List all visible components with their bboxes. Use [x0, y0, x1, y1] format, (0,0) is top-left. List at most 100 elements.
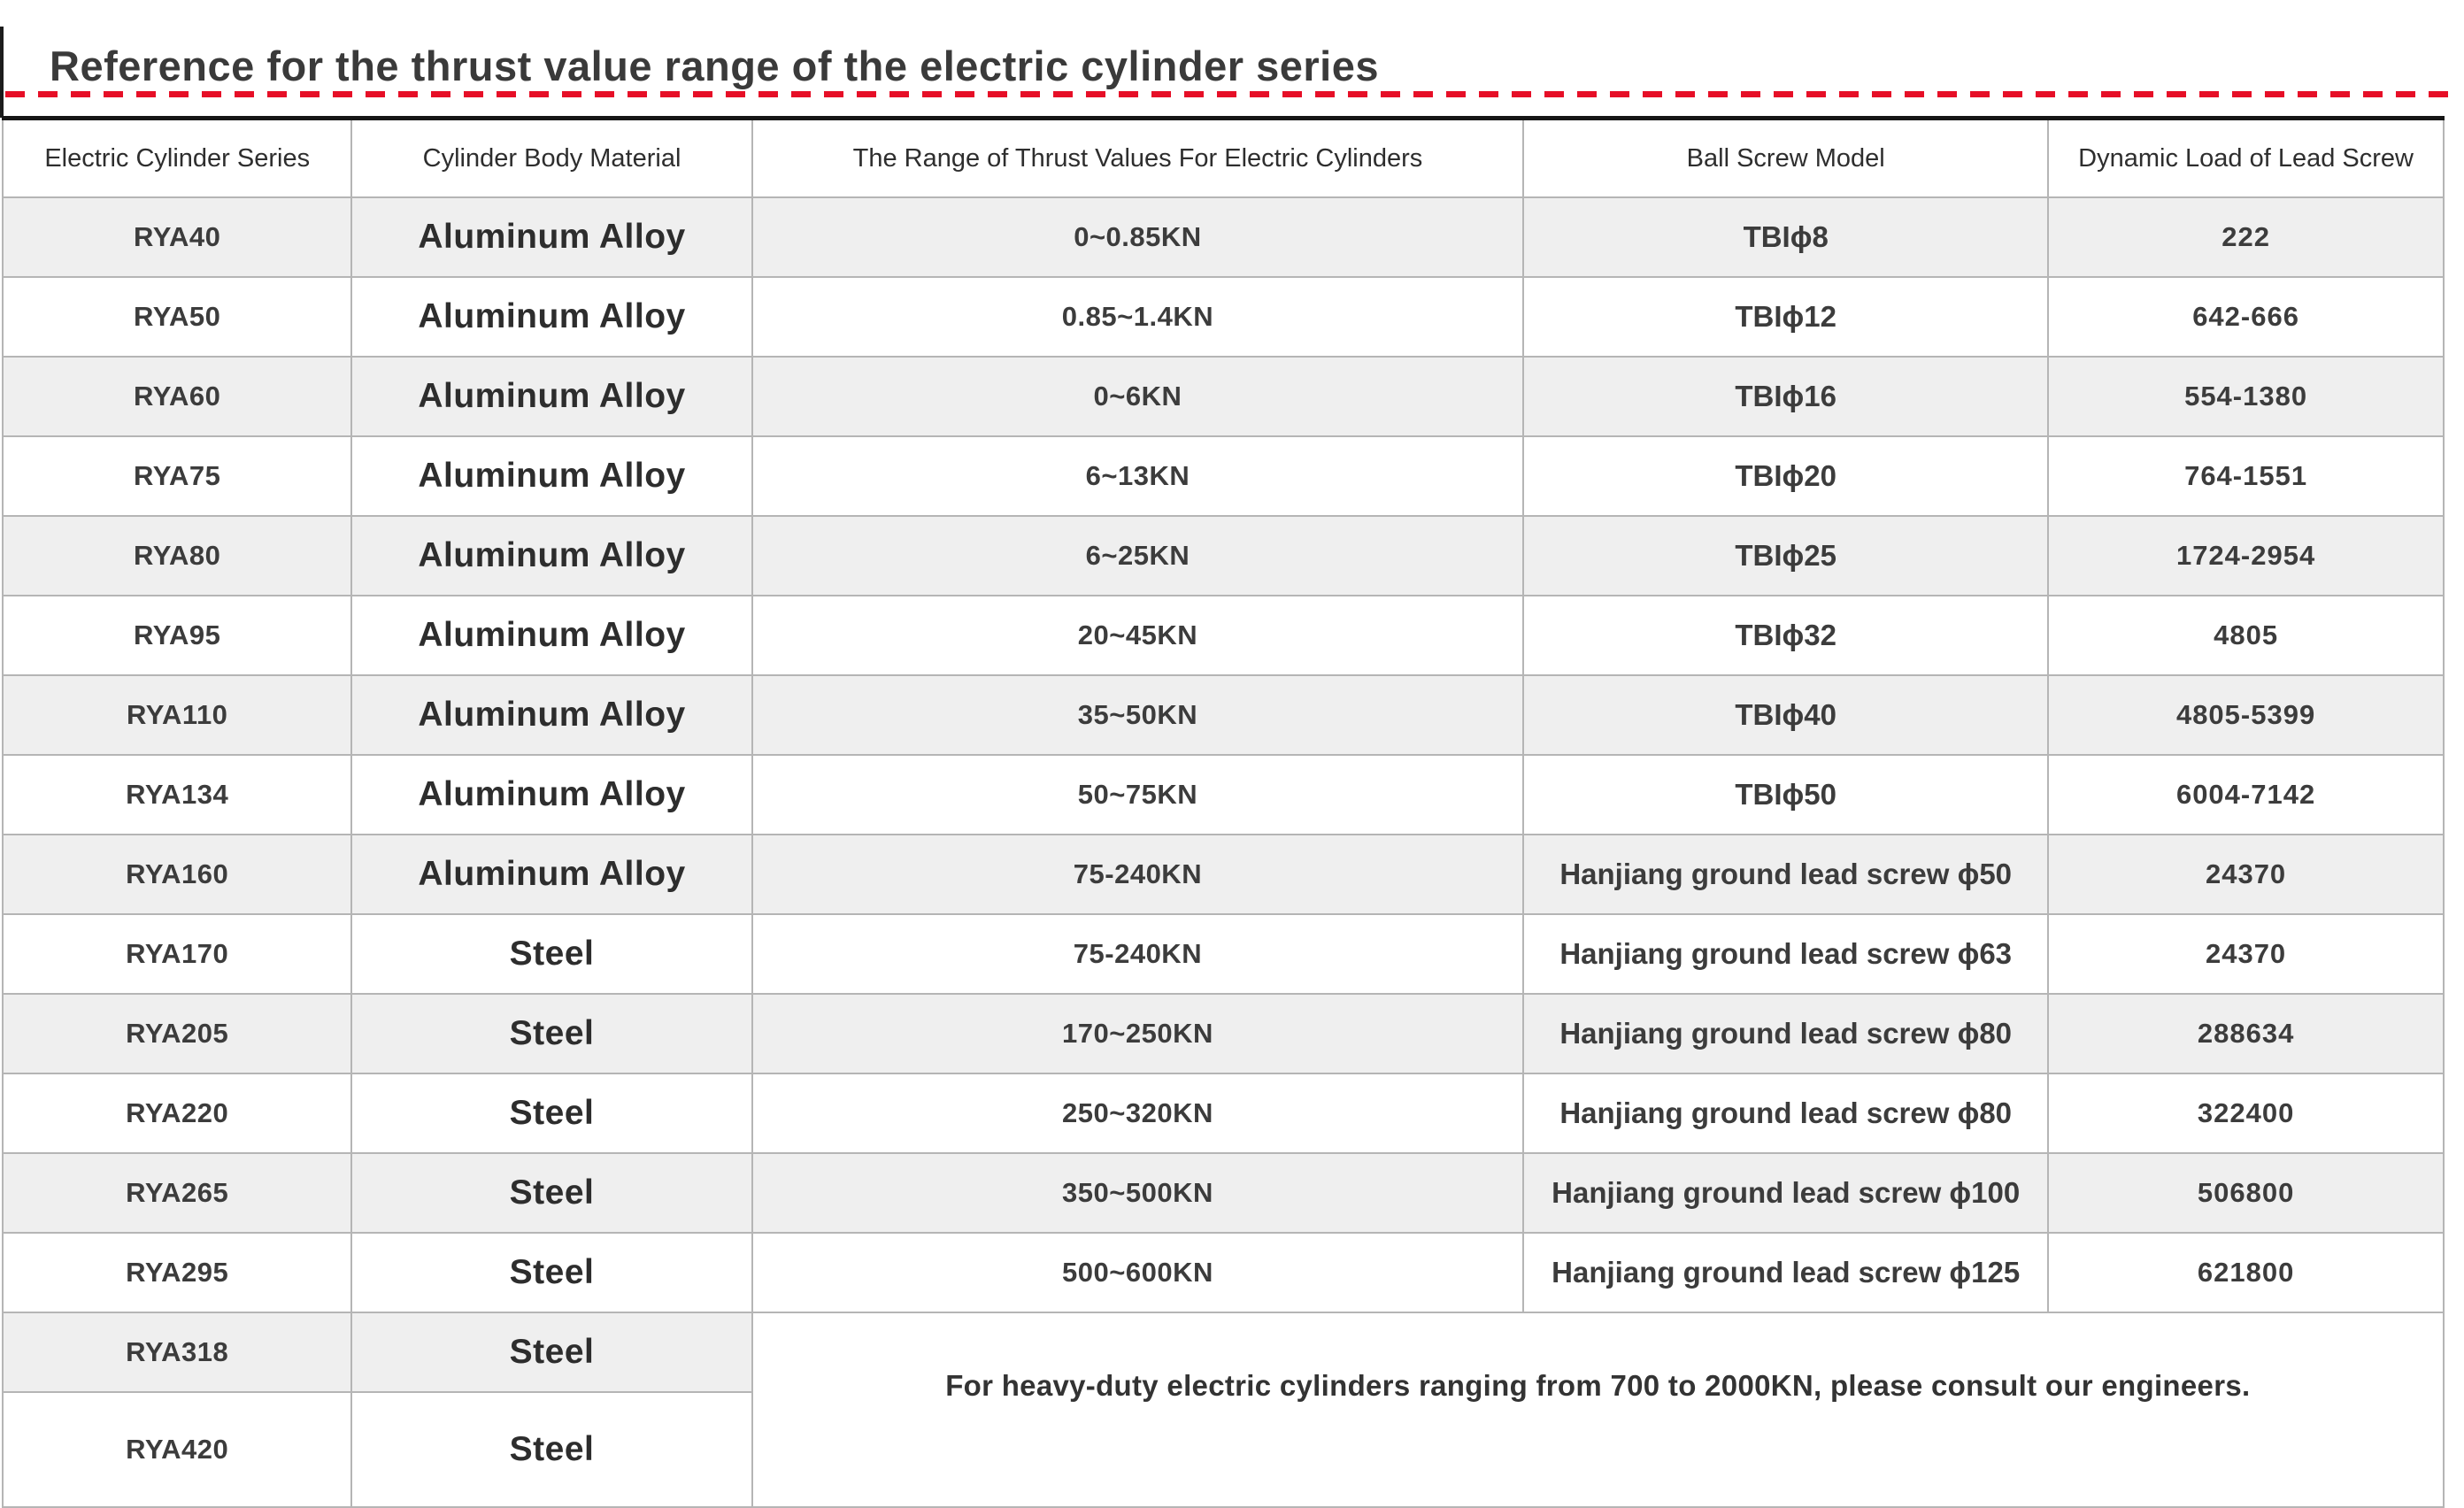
table-row: RYA170 Steel 75-240KN Hanjiang ground le…: [1, 913, 2445, 995]
table-row: RYA110 Aluminum Alloy 35~50KN TBIϕ40 480…: [1, 674, 2445, 756]
table-row: RYA160 Aluminum Alloy 75-240KN Hanjiang …: [1, 834, 2445, 915]
cell-load: 24370: [2047, 913, 2445, 995]
cell-load: 288634: [2047, 993, 2445, 1074]
table-row: RYA50 Aluminum Alloy 0.85~1.4KN TBIϕ12 6…: [1, 276, 2445, 358]
cell-thrust: 35~50KN: [751, 674, 1525, 756]
cell-series: RYA80: [1, 515, 353, 596]
table-row: RYA220 Steel 250~320KN Hanjiang ground l…: [1, 1073, 2445, 1154]
cell-load: 554-1380: [2047, 356, 2445, 437]
cell-load: 621800: [2047, 1232, 2445, 1313]
cell-consult-note: For heavy-duty electric cylinders rangin…: [751, 1312, 2445, 1508]
red-dashed-divider: [5, 91, 2450, 97]
cell-load: 1724-2954: [2047, 515, 2445, 596]
cell-thrust: 350~500KN: [751, 1152, 1525, 1234]
table-row: RYA60 Aluminum Alloy 0~6KN TBIϕ16 554-13…: [1, 356, 2445, 437]
table-row: RYA40 Aluminum Alloy 0~0.85KN TBIϕ8 222: [1, 196, 2445, 278]
cell-series: RYA295: [1, 1232, 353, 1313]
cell-ball-screw: Hanjiang ground lead screw ϕ63: [1522, 913, 2050, 995]
cell-series: RYA220: [1, 1073, 353, 1154]
cell-ball-screw: TBIϕ8: [1522, 196, 2050, 278]
table-row: RYA134 Aluminum Alloy 50~75KN TBIϕ50 600…: [1, 754, 2445, 835]
cell-material: Steel: [350, 1232, 753, 1313]
cell-ball-screw: Hanjiang ground lead screw ϕ125: [1522, 1232, 2050, 1313]
cell-material: Steel: [350, 1152, 753, 1234]
cell-thrust: 75-240KN: [751, 913, 1525, 995]
cell-ball-screw: Hanjiang ground lead screw ϕ100: [1522, 1152, 2050, 1234]
cell-load: 4805: [2047, 595, 2445, 676]
column-header-thrust-range: The Range of Thrust Values For Electric …: [751, 117, 1525, 198]
cell-load: 4805-5399: [2047, 674, 2445, 756]
cell-thrust: 500~600KN: [751, 1232, 1525, 1313]
header-row: Electric Cylinder Series Cylinder Body M…: [1, 117, 2445, 198]
table-row: RYA318 Steel For heavy-duty electric cyl…: [1, 1312, 2445, 1508]
cell-series: RYA110: [1, 674, 353, 756]
cell-thrust: 170~250KN: [751, 993, 1525, 1074]
cell-material: Aluminum Alloy: [350, 595, 753, 676]
cell-material: Steel: [350, 1312, 753, 1393]
cell-load: 6004-7142: [2047, 754, 2445, 835]
cell-material: Aluminum Alloy: [350, 276, 753, 358]
cell-material: Aluminum Alloy: [350, 435, 753, 517]
cell-series: RYA75: [1, 435, 353, 517]
column-header-series: Electric Cylinder Series: [1, 117, 353, 198]
cell-ball-screw: TBIϕ32: [1522, 595, 2050, 676]
cell-ball-screw: TBIϕ20: [1522, 435, 2050, 517]
cell-thrust: 75-240KN: [751, 834, 1525, 915]
cell-material: Aluminum Alloy: [350, 515, 753, 596]
title-accent-bar: [0, 27, 4, 118]
cell-series: RYA134: [1, 754, 353, 835]
cell-ball-screw: Hanjiang ground lead screw ϕ80: [1522, 993, 2050, 1074]
table-row: RYA205 Steel 170~250KN Hanjiang ground l…: [1, 993, 2445, 1074]
column-header-ball-screw: Ball Screw Model: [1522, 117, 2050, 198]
cell-material: Steel: [350, 1391, 753, 1508]
cell-material: Steel: [350, 913, 753, 995]
cell-series: RYA170: [1, 913, 353, 995]
cell-thrust: 0~0.85KN: [751, 196, 1525, 278]
table-row: RYA75 Aluminum Alloy 6~13KN TBIϕ20 764-1…: [1, 435, 2445, 517]
cell-thrust: 20~45KN: [751, 595, 1525, 676]
cell-ball-screw: TBIϕ40: [1522, 674, 2050, 756]
cell-ball-screw: TBIϕ50: [1522, 754, 2050, 835]
cell-series: RYA60: [1, 356, 353, 437]
cell-thrust: 50~75KN: [751, 754, 1525, 835]
cell-thrust: 6~13KN: [751, 435, 1525, 517]
cell-series: RYA318: [1, 1312, 353, 1393]
cell-load: 24370: [2047, 834, 2445, 915]
cell-series: RYA95: [1, 595, 353, 676]
table-row: RYA80 Aluminum Alloy 6~25KN TBIϕ25 1724-…: [1, 515, 2445, 596]
cell-series: RYA265: [1, 1152, 353, 1234]
cell-series: RYA420: [1, 1391, 353, 1508]
column-header-dynamic-load: Dynamic Load of Lead Screw: [2047, 117, 2445, 198]
cell-series: RYA205: [1, 993, 353, 1074]
cell-ball-screw: Hanjiang ground lead screw ϕ80: [1522, 1073, 2050, 1154]
cell-load: 764-1551: [2047, 435, 2445, 517]
cell-ball-screw: TBIϕ12: [1522, 276, 2050, 358]
cell-material: Aluminum Alloy: [350, 754, 753, 835]
cell-load: 322400: [2047, 1073, 2445, 1154]
thrust-reference-table: Electric Cylinder Series Cylinder Body M…: [1, 116, 2445, 1508]
cell-load: 222: [2047, 196, 2445, 278]
cell-thrust: 0~6KN: [751, 356, 1525, 437]
page-title: Reference for the thrust value range of …: [50, 42, 1379, 90]
cell-series: RYA160: [1, 834, 353, 915]
cell-material: Aluminum Alloy: [350, 674, 753, 756]
cell-thrust: 0.85~1.4KN: [751, 276, 1525, 358]
cell-material: Aluminum Alloy: [350, 356, 753, 437]
cell-material: Aluminum Alloy: [350, 834, 753, 915]
cell-ball-screw: Hanjiang ground lead screw ϕ50: [1522, 834, 2050, 915]
cell-ball-screw: TBIϕ25: [1522, 515, 2050, 596]
cell-series: RYA40: [1, 196, 353, 278]
cell-thrust: 6~25KN: [751, 515, 1525, 596]
cell-material: Steel: [350, 993, 753, 1074]
cell-load: 506800: [2047, 1152, 2445, 1234]
column-header-material: Cylinder Body Material: [350, 117, 753, 198]
cell-ball-screw: TBIϕ16: [1522, 356, 2050, 437]
table-row: RYA265 Steel 350~500KN Hanjiang ground l…: [1, 1152, 2445, 1234]
cell-load: 642-666: [2047, 276, 2445, 358]
cell-material: Aluminum Alloy: [350, 196, 753, 278]
cell-thrust: 250~320KN: [751, 1073, 1525, 1154]
table-row: RYA295 Steel 500~600KN Hanjiang ground l…: [1, 1232, 2445, 1313]
thrust-table-container: Electric Cylinder Series Cylinder Body M…: [1, 116, 2445, 1508]
cell-material: Steel: [350, 1073, 753, 1154]
table-row: RYA95 Aluminum Alloy 20~45KN TBIϕ32 4805: [1, 595, 2445, 676]
